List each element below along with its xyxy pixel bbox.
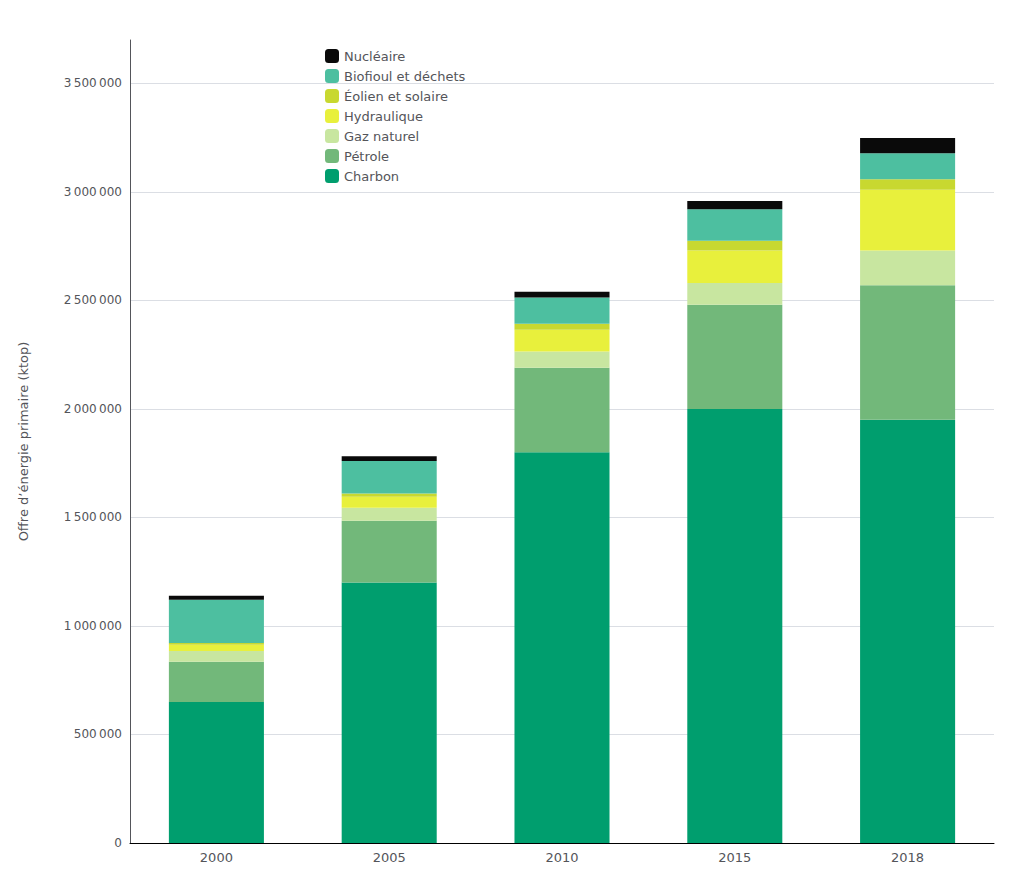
- svg-text:2018: 2018: [891, 850, 924, 865]
- svg-text:500 000: 500 000: [74, 727, 122, 741]
- svg-text:Éolien et solaire: Éolien et solaire: [344, 89, 448, 104]
- svg-text:Nucléaire: Nucléaire: [344, 49, 405, 64]
- svg-text:2005: 2005: [373, 850, 406, 865]
- svg-text:Biofioul et déchets: Biofioul et déchets: [344, 69, 466, 84]
- svg-text:Charbon: Charbon: [344, 169, 399, 184]
- svg-text:Pétrole: Pétrole: [344, 149, 389, 164]
- svg-text:0: 0: [114, 836, 122, 850]
- svg-text:2 500 000: 2 500 000: [64, 293, 122, 307]
- svg-text:Gaz naturel: Gaz naturel: [344, 129, 419, 144]
- svg-text:3 000 000: 3 000 000: [64, 185, 122, 199]
- svg-text:3 500 000: 3 500 000: [64, 76, 122, 90]
- svg-text:1 000 000: 1 000 000: [64, 619, 122, 633]
- svg-text:2 000 000: 2 000 000: [64, 402, 122, 416]
- svg-text:2000: 2000: [200, 850, 233, 865]
- svg-text:2010: 2010: [545, 850, 578, 865]
- svg-text:Offre d’énergie primaire (ktop: Offre d’énergie primaire (ktop): [16, 342, 31, 542]
- svg-text:1 500 000: 1 500 000: [64, 510, 122, 524]
- svg-text:2015: 2015: [718, 850, 751, 865]
- svg-text:Hydraulique: Hydraulique: [344, 109, 423, 124]
